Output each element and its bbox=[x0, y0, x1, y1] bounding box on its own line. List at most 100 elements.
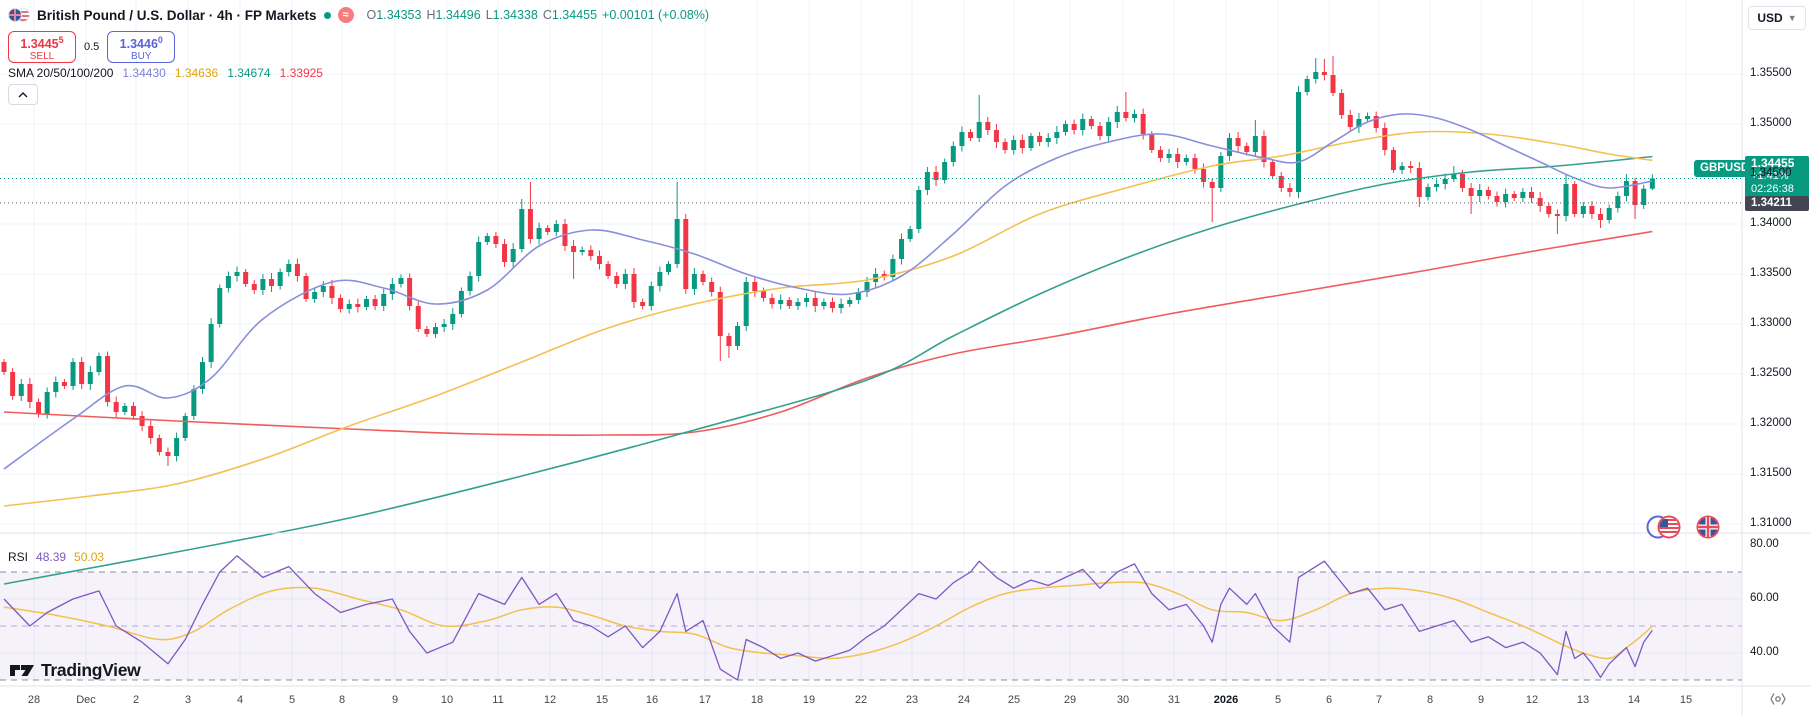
sma-lines bbox=[3, 113, 1653, 585]
high-label: H bbox=[426, 8, 436, 22]
date-tick: 31 bbox=[1167, 694, 1181, 706]
axis-settings-icon[interactable] bbox=[1769, 691, 1787, 712]
sma20-line bbox=[3, 113, 1653, 470]
fp-markets-broker-icon[interactable]: ≈ bbox=[337, 7, 354, 23]
market-open-dot-icon[interactable] bbox=[323, 11, 331, 19]
date-tick: 2 bbox=[132, 694, 140, 706]
date-tick: 30 bbox=[1116, 694, 1130, 706]
time-axis[interactable]: 28 Dec 2 3 4 5 8 9 10 11 12 15 16 17 18 19 22 23 24 25 29 30 3… bbox=[0, 686, 1811, 715]
date-tick: 25 bbox=[1007, 694, 1021, 706]
date-tick: 14 bbox=[1627, 694, 1641, 706]
buy-price-sup: 0 bbox=[157, 35, 163, 45]
sell-price: 1.3445 bbox=[20, 37, 59, 52]
price-tick: 1.34500 bbox=[1750, 167, 1792, 179]
rsi-tick: 60.00 bbox=[1750, 592, 1779, 604]
spread-value: 0.5 bbox=[84, 41, 100, 53]
sma-indicator-legend[interactable]: SMA 20/50/100/200 1.34430 1.34636 1.3467… bbox=[8, 66, 323, 80]
date-tick: 10 bbox=[440, 694, 454, 706]
tradingview-logo[interactable]: TradingView bbox=[10, 660, 141, 681]
date-tick: 5 bbox=[288, 694, 296, 706]
rsi-band bbox=[0, 571, 1742, 681]
price-tick: 1.32500 bbox=[1750, 367, 1792, 379]
date-tick: 12 bbox=[1525, 694, 1539, 706]
date-tick: 23 bbox=[905, 694, 919, 706]
date-tick: 5 bbox=[1274, 694, 1282, 706]
economic-event-markers bbox=[1645, 514, 1721, 540]
date-tick: 2026 bbox=[1213, 694, 1239, 706]
chevron-up-icon bbox=[18, 91, 28, 97]
date-tick: 8 bbox=[338, 694, 346, 706]
rsi-line bbox=[3, 555, 1653, 681]
rsi-value: 48.39 bbox=[36, 550, 67, 564]
rsi-indicator-legend[interactable]: RSI 48.39 50.03 bbox=[8, 550, 104, 564]
buy-button[interactable]: 1.34460 BUY bbox=[107, 31, 176, 63]
sell-label: SELL bbox=[29, 51, 55, 63]
close-label: C bbox=[542, 8, 552, 22]
high-value: 1.34496 bbox=[435, 8, 481, 22]
tradingview-logo-text: TradingView bbox=[41, 660, 141, 680]
sma-legend-label: SMA 20/50/100/200 bbox=[8, 66, 114, 80]
symbol-title[interactable]: British Pound / U.S. Dollar · 4h · FP Ma… bbox=[37, 7, 317, 23]
low-value: 1.34338 bbox=[492, 8, 538, 22]
date-tick: 7 bbox=[1375, 694, 1383, 706]
close-value: 1.34455 bbox=[551, 8, 598, 22]
open-label: O bbox=[366, 8, 377, 22]
date-tick: 9 bbox=[1477, 694, 1485, 706]
change-value: +0.00101 (+0.08%) bbox=[602, 8, 710, 22]
date-tick: 18 bbox=[750, 694, 764, 706]
rsi-ma-line bbox=[3, 581, 1653, 660]
date-tick: 4 bbox=[236, 694, 244, 706]
sma20-value: 1.34430 bbox=[122, 66, 166, 80]
rsi-tick: 40.00 bbox=[1750, 646, 1779, 658]
sma200-line bbox=[3, 230, 1653, 436]
sma50-value: 1.34636 bbox=[174, 66, 219, 80]
ohlc-values: O1.34353 H1.34496 L1.34338 C1.34455 +0.0… bbox=[367, 8, 710, 22]
chart-legend[interactable]: British Pound / U.S. Dollar · 4h · FP Ma… bbox=[8, 5, 709, 25]
sell-button[interactable]: 1.34455 SELL bbox=[8, 31, 76, 63]
price-tick: 1.35000 bbox=[1750, 117, 1792, 129]
change-percent-value: +1.41% bbox=[1751, 170, 1789, 182]
rsi-ma-value: 50.03 bbox=[74, 550, 105, 564]
sma200-value: 1.33925 bbox=[279, 66, 323, 80]
date-tick: Dec bbox=[76, 694, 96, 706]
us-event-flag-icon[interactable] bbox=[1646, 515, 1681, 539]
sma100-value: 1.34674 bbox=[227, 66, 271, 80]
date-tick: 15 bbox=[595, 694, 609, 706]
date-tick: 29 bbox=[1063, 694, 1077, 706]
buy-price: 1.3446 bbox=[119, 37, 158, 52]
price-tick: 1.31000 bbox=[1750, 517, 1792, 529]
buy-label: BUY bbox=[131, 51, 152, 63]
date-tick: 22 bbox=[854, 694, 868, 706]
rsi-legend-label: RSI bbox=[8, 550, 29, 564]
price-tick: 1.33000 bbox=[1750, 317, 1792, 329]
date-tick: 11 bbox=[492, 694, 504, 706]
gbpusd-pair-flag-icon bbox=[8, 7, 30, 23]
price-axis[interactable]: 1.35500 1.35000 1.34500 1.34000 1.33500 1.330… bbox=[1742, 0, 1811, 686]
date-tick: 17 bbox=[698, 694, 712, 706]
price-tick: 1.33500 bbox=[1750, 267, 1792, 279]
uk-flag-icon bbox=[8, 8, 22, 22]
date-tick: 6 bbox=[1325, 694, 1333, 706]
date-tick: 13 bbox=[1576, 694, 1590, 706]
price-tick: 1.34000 bbox=[1750, 217, 1792, 229]
date-tick: 15 bbox=[1679, 694, 1693, 706]
uk-event-flag-icon[interactable] bbox=[1696, 515, 1720, 539]
tradingview-logo-icon bbox=[10, 665, 34, 676]
price-tick: 1.31500 bbox=[1750, 467, 1792, 479]
currency-selector[interactable]: USD ▼ bbox=[1748, 6, 1806, 30]
date-tick: 8 bbox=[1426, 694, 1434, 706]
price-tick: 1.32000 bbox=[1750, 417, 1792, 429]
date-tick: 24 bbox=[957, 694, 971, 706]
sell-price-sup: 5 bbox=[58, 35, 64, 45]
date-tick: 28 bbox=[27, 694, 41, 706]
open-value: 1.34353 bbox=[376, 8, 422, 22]
prev-close-label: 1.34211 bbox=[1745, 196, 1809, 211]
low-label: L bbox=[485, 8, 493, 22]
date-tick: 16 bbox=[645, 694, 659, 706]
rsi-lines bbox=[3, 555, 1653, 681]
price-tick: 1.35500 bbox=[1750, 67, 1792, 79]
order-panel: 1.34455 SELL 0.5 1.34460 BUY bbox=[8, 31, 176, 63]
collapse-legend-button[interactable] bbox=[8, 84, 38, 105]
rsi-tick: 80.00 bbox=[1750, 538, 1779, 550]
